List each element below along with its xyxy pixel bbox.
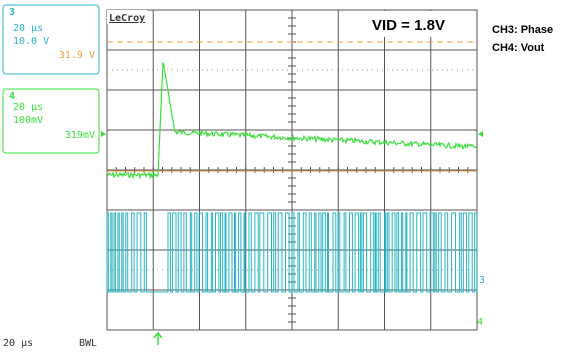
ch4-box [2, 88, 100, 154]
annotation: VID = 1.8V [372, 17, 445, 34]
brand: LeCroy [109, 13, 145, 24]
ch3-ground-marker: 3 [479, 275, 485, 286]
ch4-right-marker [478, 131, 483, 137]
trigger-position-marker [153, 331, 163, 345]
brand-box [107, 10, 147, 24]
ch3-box [2, 4, 100, 75]
ch4-left-marker [101, 131, 106, 137]
ch4-offset: 319mV [65, 130, 95, 141]
annotation-box [365, 11, 475, 37]
legend-entry: CH3: Phase [492, 24, 553, 36]
ch3-waveform [106, 212, 478, 293]
ch3-scale: 10.0 V [13, 36, 49, 47]
ch4-scale: 100mV [13, 115, 43, 126]
footer-timebase: 20 µs [3, 338, 33, 349]
footer-bandwidth: BWL [79, 338, 97, 349]
ch4-timebase: 20 µs [13, 102, 43, 113]
ch3-timebase: 20 µs [13, 23, 43, 34]
ch4-waveform [106, 62, 478, 180]
ch3-number: 3 [9, 7, 15, 18]
ch4-ground-marker: 4 [477, 317, 483, 328]
ch3-offset: 31.9 V [59, 50, 95, 61]
legend-entry: CH4: Vout [492, 42, 545, 54]
ch4-number: 4 [9, 91, 15, 102]
